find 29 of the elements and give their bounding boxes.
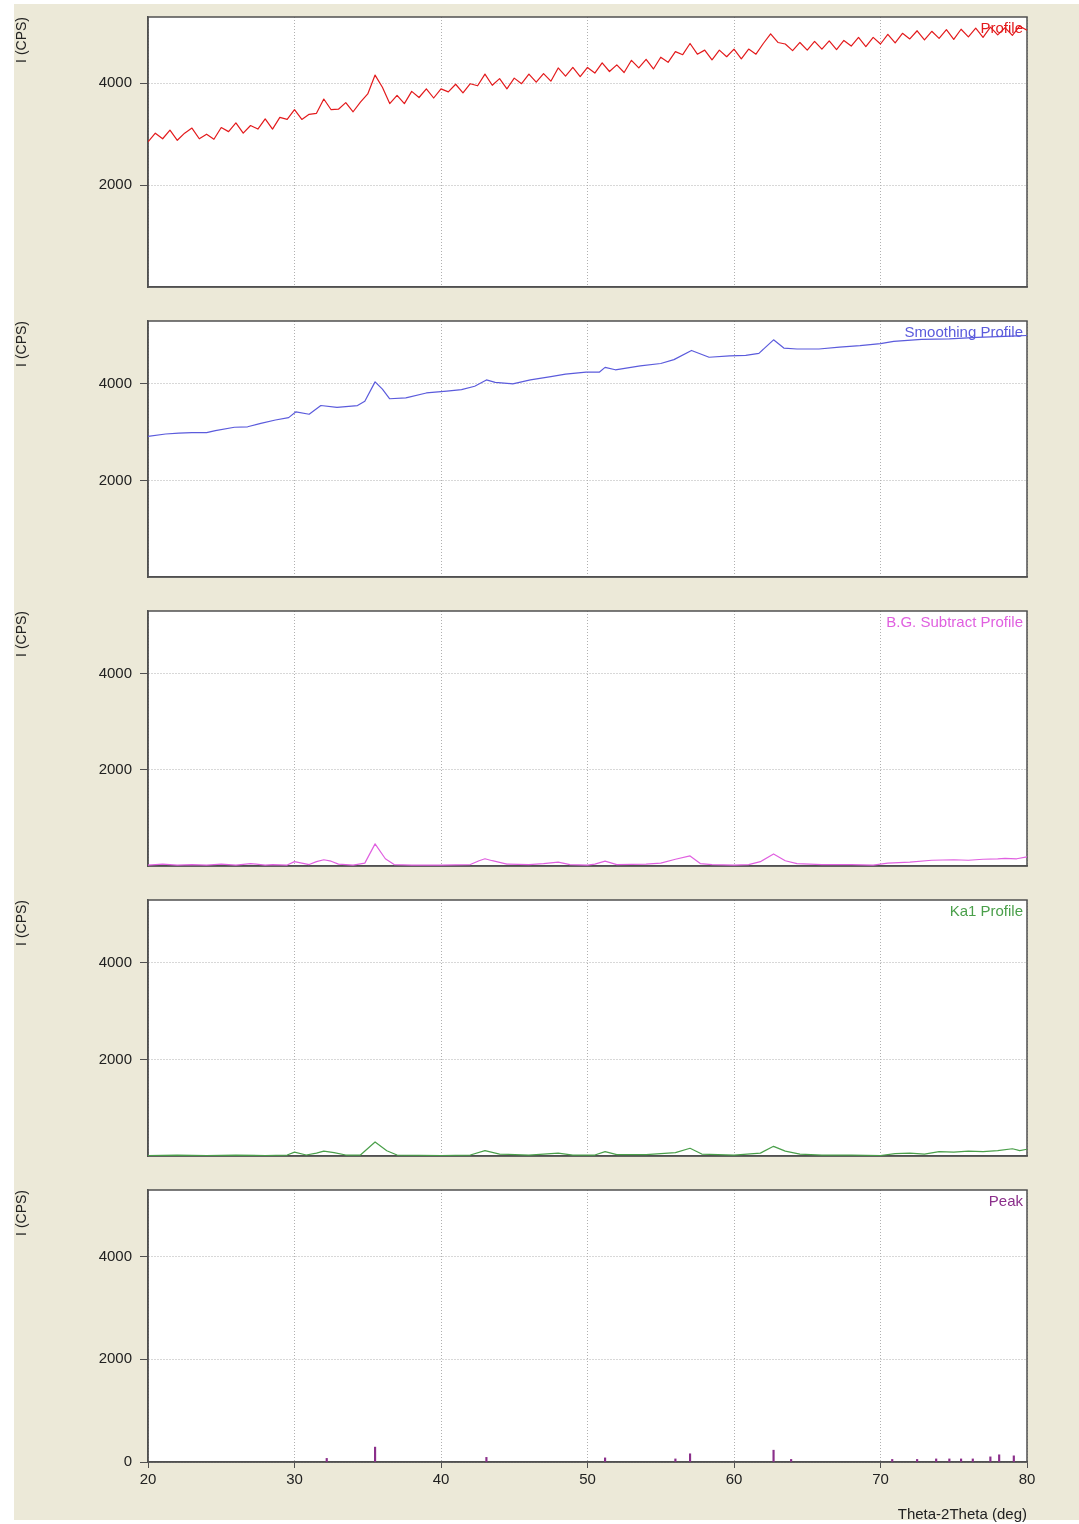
x-axis-title: Theta-2Theta (deg) [897, 1505, 1027, 1523]
y-tick-label: 2000 [98, 175, 132, 193]
y-axis-title: I (CPS) [13, 900, 30, 946]
x-tick-label: 40 [432, 1470, 450, 1488]
y-tick-label: 4000 [98, 952, 132, 970]
series-label: Smoothing Profile [904, 322, 1023, 340]
y-tick-label: 2000 [98, 1049, 132, 1067]
x-tick-label: 20 [139, 1470, 157, 1488]
y-tick-label: 4000 [98, 373, 132, 391]
y-axis-title: I (CPS) [13, 321, 30, 367]
x-tick-label: 60 [725, 1470, 743, 1488]
text: Peak [988, 1191, 1024, 1209]
y-tick-label: 2000 [98, 1349, 132, 1367]
y-tick-label: 4000 [98, 1246, 132, 1264]
x-tick-label: 30 [286, 1470, 303, 1488]
y-axis-title: I (CPS) [13, 611, 30, 657]
y-tick-label: 0 [123, 1452, 132, 1470]
y-axis-title: I (CPS) [13, 1190, 30, 1236]
x-tick-label: 70 [872, 1470, 889, 1488]
x-tick-label: 50 [579, 1470, 596, 1488]
x-tick-label: 80 [1018, 1470, 1036, 1488]
series-label: Profile [980, 18, 1023, 36]
y-tick-label: 2000 [98, 470, 132, 488]
text: B.G. Subtract Profile [886, 612, 1023, 630]
y-tick-label: 2000 [98, 759, 132, 777]
y-axis-title: I (CPS) [13, 17, 30, 63]
y-tick-label: 4000 [98, 663, 132, 681]
y-tick-label: 4000 [98, 73, 132, 91]
text: Ka1 Profile [949, 901, 1023, 919]
